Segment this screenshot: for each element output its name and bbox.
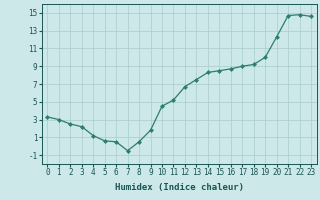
X-axis label: Humidex (Indice chaleur): Humidex (Indice chaleur)	[115, 183, 244, 192]
